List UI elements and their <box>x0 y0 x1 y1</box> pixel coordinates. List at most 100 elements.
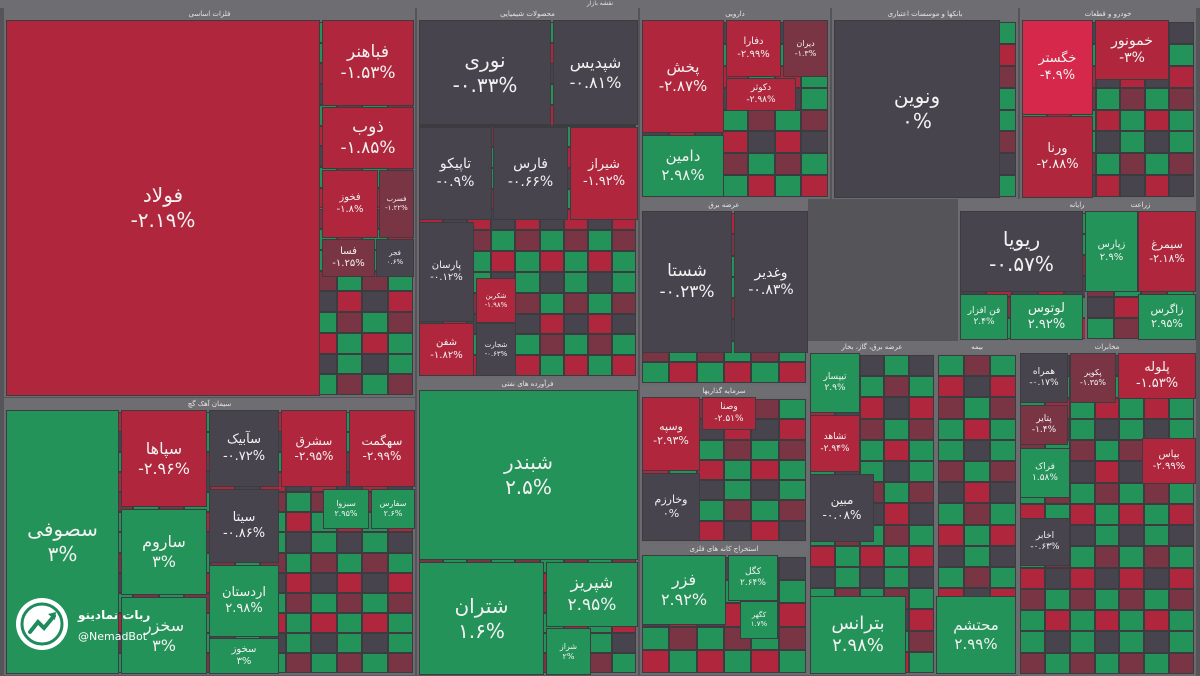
minor-stock-tile[interactable] <box>834 545 860 567</box>
minor-stock-tile[interactable] <box>1069 588 1095 611</box>
minor-stock-tile[interactable] <box>387 652 413 673</box>
minor-stock-tile[interactable] <box>642 361 670 383</box>
minor-stock-tile[interactable] <box>336 572 363 593</box>
minor-stock-tile[interactable] <box>515 355 540 376</box>
minor-stock-tile[interactable] <box>515 251 540 272</box>
minor-stock-tile[interactable] <box>909 524 934 546</box>
minor-stock-tile[interactable] <box>587 313 612 335</box>
minor-stock-tile[interactable] <box>938 355 964 377</box>
minor-stock-tile[interactable] <box>336 612 363 633</box>
minor-stock-tile[interactable] <box>1119 440 1145 462</box>
stock-tile[interactable]: ساروم ۳% <box>121 509 207 595</box>
minor-stock-tile[interactable] <box>774 109 802 132</box>
stock-tile[interactable]: پکویر -۱.۳۵% <box>1070 353 1116 403</box>
minor-stock-tile[interactable] <box>990 461 1016 483</box>
minor-stock-tile[interactable] <box>563 292 588 314</box>
minor-stock-tile[interactable] <box>336 312 363 333</box>
minor-stock-tile[interactable] <box>1113 297 1141 318</box>
stock-tile[interactable]: تشاهد -۲.۹۴% <box>810 415 860 472</box>
minor-stock-tile[interactable] <box>611 313 636 335</box>
minor-stock-tile[interactable] <box>611 334 636 356</box>
minor-stock-tile[interactable] <box>1144 631 1170 653</box>
minor-stock-tile[interactable] <box>1169 610 1194 632</box>
minor-stock-tile[interactable] <box>1094 482 1120 504</box>
minor-stock-tile[interactable] <box>884 376 910 398</box>
minor-stock-tile[interactable] <box>587 334 612 356</box>
minor-stock-tile[interactable] <box>884 503 910 525</box>
minor-stock-tile[interactable] <box>778 459 806 481</box>
minor-stock-tile[interactable] <box>696 649 724 673</box>
minor-stock-tile[interactable] <box>563 355 588 376</box>
minor-stock-tile[interactable] <box>387 312 413 333</box>
minor-stock-tile[interactable] <box>1144 610 1170 632</box>
minor-stock-tile[interactable] <box>1144 482 1170 504</box>
minor-stock-tile[interactable] <box>834 567 860 589</box>
minor-stock-tile[interactable] <box>859 397 885 419</box>
minor-stock-tile[interactable] <box>387 532 413 553</box>
stock-tile[interactable]: زپارس ۲.۹% <box>1085 211 1138 292</box>
minor-stock-tile[interactable] <box>387 353 413 375</box>
minor-stock-tile[interactable] <box>1087 318 1114 339</box>
minor-stock-tile[interactable] <box>311 532 337 553</box>
minor-stock-tile[interactable] <box>539 251 564 272</box>
minor-stock-tile[interactable] <box>1113 318 1141 339</box>
minor-stock-tile[interactable] <box>884 439 910 461</box>
minor-stock-tile[interactable] <box>909 630 934 652</box>
minor-stock-tile[interactable] <box>990 567 1016 589</box>
minor-stock-tile[interactable] <box>1169 131 1194 154</box>
minor-stock-tile[interactable] <box>1169 65 1194 88</box>
minor-stock-tile[interactable] <box>1119 588 1145 611</box>
stock-tile[interactable]: ورنا -۲.۸۸% <box>1022 116 1093 198</box>
minor-stock-tile[interactable] <box>1020 588 1045 611</box>
stock-tile[interactable]: سیتا -۰.۸۶% <box>209 489 279 563</box>
stock-tile[interactable]: سخوز ۳% <box>209 638 279 674</box>
minor-stock-tile[interactable] <box>909 503 934 525</box>
minor-stock-tile[interactable] <box>1119 418 1145 441</box>
minor-stock-tile[interactable] <box>336 374 363 395</box>
minor-stock-tile[interactable] <box>1094 503 1120 526</box>
minor-stock-tile[interactable] <box>539 334 564 356</box>
minor-stock-tile[interactable] <box>285 652 312 673</box>
minor-stock-tile[interactable] <box>1144 87 1170 110</box>
minor-stock-tile[interactable] <box>1094 652 1120 674</box>
minor-stock-tile[interactable] <box>1119 631 1145 653</box>
minor-stock-tile[interactable] <box>778 520 806 541</box>
minor-stock-tile[interactable] <box>587 652 612 673</box>
minor-stock-tile[interactable] <box>1120 153 1145 176</box>
minor-stock-tile[interactable] <box>387 572 413 593</box>
minor-stock-tile[interactable] <box>748 175 775 197</box>
minor-stock-tile[interactable] <box>362 652 388 673</box>
stock-tile[interactable]: پتایر -۱.۴% <box>1020 405 1068 445</box>
minor-stock-tile[interactable] <box>311 652 337 673</box>
minor-stock-tile[interactable] <box>1144 153 1170 176</box>
minor-stock-tile[interactable] <box>1144 175 1170 197</box>
minor-stock-tile[interactable] <box>801 175 828 197</box>
stock-tile[interactable]: شیراز -۱.۹۲% <box>570 127 638 220</box>
stock-tile[interactable]: بپاس -۲.۹۹% <box>1142 438 1196 484</box>
minor-stock-tile[interactable] <box>1144 397 1170 419</box>
minor-stock-tile[interactable] <box>990 503 1016 525</box>
stock-tile[interactable]: سپاها -۲.۹۶% <box>121 410 207 507</box>
minor-stock-tile[interactable] <box>748 153 775 176</box>
minor-stock-tile[interactable] <box>778 649 806 673</box>
minor-stock-tile[interactable] <box>611 271 636 293</box>
minor-stock-tile[interactable] <box>285 552 312 573</box>
minor-stock-tile[interactable] <box>1069 503 1095 526</box>
minor-stock-tile[interactable] <box>909 418 934 440</box>
minor-stock-tile[interactable] <box>515 334 540 356</box>
minor-stock-tile[interactable] <box>285 632 312 653</box>
minor-stock-tile[interactable] <box>748 131 775 154</box>
minor-stock-tile[interactable] <box>801 131 828 154</box>
minor-stock-tile[interactable] <box>1169 175 1194 197</box>
stock-tile[interactable]: شفن -۱.۸۲% <box>419 323 474 376</box>
minor-stock-tile[interactable] <box>1069 652 1095 674</box>
minor-stock-tile[interactable] <box>1169 397 1194 419</box>
minor-stock-tile[interactable] <box>721 153 749 176</box>
minor-stock-tile[interactable] <box>724 500 752 521</box>
minor-stock-tile[interactable] <box>751 520 779 541</box>
minor-stock-tile[interactable] <box>938 397 964 419</box>
stock-tile[interactable]: فخوز -۱.۸% <box>322 170 378 238</box>
minor-stock-tile[interactable] <box>778 626 806 650</box>
minor-stock-tile[interactable] <box>587 271 612 293</box>
stock-tile[interactable]: اردستان ۲.۹۸% <box>209 565 279 637</box>
